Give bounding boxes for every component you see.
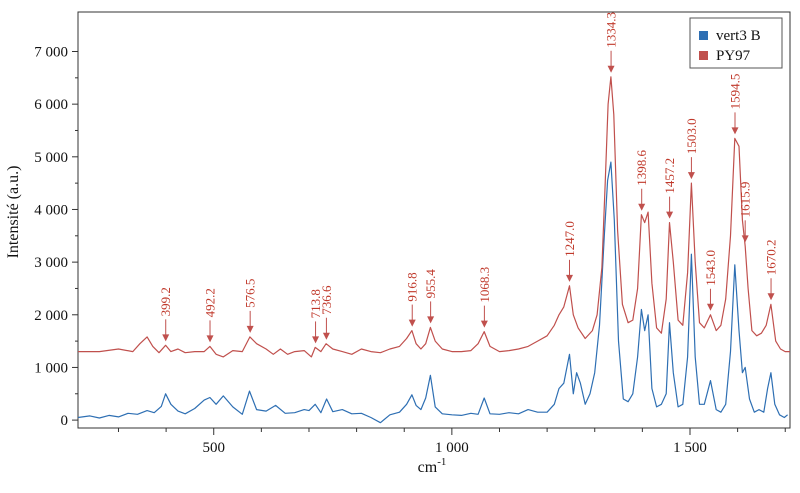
peak-label: 1670.2 xyxy=(764,240,779,276)
series-line-py97 xyxy=(78,76,790,358)
x-axis-title: cm-1 xyxy=(418,456,447,476)
peak-label: 1543.0 xyxy=(703,250,718,286)
peak-arrow-head xyxy=(246,325,254,333)
y-axis-title: Intensité (a.u.) xyxy=(5,166,22,259)
legend-swatch-vert3b xyxy=(699,31,708,40)
peak-arrow-head xyxy=(687,172,695,180)
peak-label: 713.8 xyxy=(308,289,323,318)
peak-label: 1247.0 xyxy=(562,221,577,257)
peak-arrow-head xyxy=(162,334,170,342)
y-tick-label: 7 000 xyxy=(34,44,68,60)
peak-arrow-head xyxy=(427,316,435,324)
x-tick-label: 1 500 xyxy=(673,440,707,456)
series-layer xyxy=(77,76,790,424)
y-tick-label: 1 000 xyxy=(34,360,68,376)
peak-label: 399.2 xyxy=(158,287,173,316)
y-tick-label: 4 000 xyxy=(34,202,68,218)
peak-label: 1398.6 xyxy=(634,149,649,185)
peak-arrow-head xyxy=(638,203,646,211)
y-tick-label: 6 000 xyxy=(34,97,68,113)
x-axis-title-exponent: -1 xyxy=(437,456,446,468)
peak-label: 1334.3 xyxy=(604,12,619,48)
legend-label-vert3b: vert3 B xyxy=(716,28,761,44)
peak-label: 916.8 xyxy=(405,272,420,301)
peak-arrow-head xyxy=(767,293,775,301)
plot-frame xyxy=(77,11,791,429)
peak-arrow-head xyxy=(666,211,674,219)
y-tick-label: 3 000 xyxy=(34,255,68,271)
tick-labels: 0 1 000 2 000 3 000 4 000 5 000 6 000 7 000 500 1… xyxy=(34,44,786,456)
peak-arrow-head xyxy=(408,319,416,327)
peak-label: 1457.2 xyxy=(662,158,677,194)
peak-label: 955.4 xyxy=(423,269,438,299)
peak-label: 736.6 xyxy=(319,285,334,315)
peak-label: 1068.3 xyxy=(477,267,492,303)
peak-arrow-head xyxy=(206,335,214,343)
series-line-vert3b xyxy=(77,161,788,424)
peak-label: 1503.0 xyxy=(684,118,699,154)
peak-arrow-head xyxy=(741,235,749,243)
legend: vert3 B PY97 xyxy=(689,17,783,69)
peak-arrow-head xyxy=(322,332,330,340)
axes-frame xyxy=(77,11,791,429)
y-tick-label: 5 000 xyxy=(34,150,68,166)
peak-arrow-head xyxy=(706,303,714,311)
y-tick-label: 0 xyxy=(61,413,69,429)
peak-label: 1615.9 xyxy=(738,182,753,218)
peak-arrow-head xyxy=(480,320,488,328)
y-tick-label: 2 000 xyxy=(34,308,68,324)
peak-label: 492.2 xyxy=(203,288,218,317)
peak-arrow-head xyxy=(607,65,615,73)
peak-arrow-head xyxy=(731,127,739,135)
peak-label: 576.5 xyxy=(243,279,258,308)
peak-arrow-head xyxy=(312,336,320,344)
legend-swatch-py97 xyxy=(699,51,708,60)
x-axis-title-base: cm xyxy=(418,459,438,476)
x-tick-label: 500 xyxy=(202,440,225,456)
peak-label: 1594.5 xyxy=(727,74,742,110)
peak-arrow-head xyxy=(565,274,573,282)
x-tick-label: 1 000 xyxy=(435,440,469,456)
legend-label-py97: PY97 xyxy=(716,48,751,64)
